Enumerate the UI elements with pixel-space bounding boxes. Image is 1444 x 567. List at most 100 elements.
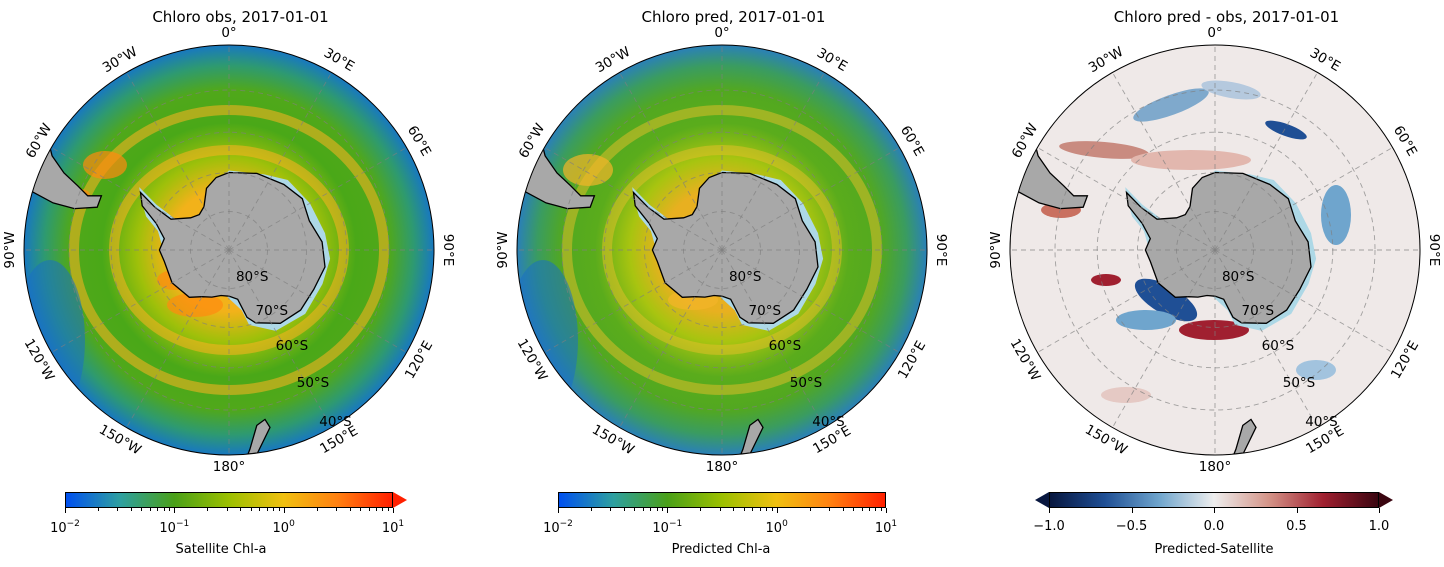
colorbar-minor-tick [250,508,252,511]
anomaly-patch [1131,150,1251,170]
colorbar-tickmark [667,508,669,513]
longitude-gridline [721,249,825,428]
longitude-gridline [228,249,332,428]
anomaly-patch [1101,387,1151,403]
polar-map [516,44,928,456]
colorbar-tick-label: 1.0 [1368,519,1390,534]
longitude-label: 0° [1207,25,1223,41]
colorbar-minor-tick [226,508,228,511]
colorbar-minor-tick [207,508,209,511]
colorbar-gradient [1049,492,1379,508]
polar-map [23,44,435,456]
colorbar-minor-tick [335,508,337,511]
latitude-label: 70°S [1241,303,1275,320]
colorbar-tickmark [1296,508,1298,513]
panel-chl-diff: Chloro pred - obs, 2017-01-01 0° 30°E 60°E… [986,0,1444,567]
colorbar-minor-tick [388,508,389,511]
colorbar-minor-tick [150,508,152,511]
colorbar-minor-tick [163,508,165,511]
longitude-gridline [228,249,407,353]
colorbar-tick-label: 101 [381,519,405,536]
longitude-gridline [1037,249,1216,353]
colorbar-extend-max [393,492,407,508]
bloom-patch [83,151,127,179]
colorbar-tickmark [283,508,285,513]
colorbar-minor-tick [266,508,268,511]
colorbar-gradient [558,492,886,508]
colorbar-minor-tick [733,508,735,511]
colorbar-tickmark [393,508,394,513]
colorbar [558,492,886,508]
longitude-gridline [721,147,900,251]
colorbar-tickmark [1379,508,1380,513]
latitude-gridline [68,89,390,411]
colorbar-minor-tick [656,508,658,511]
colorbar-minor-tick [650,508,652,511]
colorbar-tick-label: 0.0 [1203,519,1225,534]
colorbar-minor-tick [809,508,811,511]
anomaly-patch [1201,80,1261,100]
longitude-gridline [126,249,230,428]
latitude-gridline [151,172,307,328]
colorbar-tickmark [65,508,66,513]
colorbar-minor-tick [875,508,877,511]
latitude-label: 70°S [255,303,289,320]
longitude-gridline [51,147,230,251]
longitude-gridline [126,72,230,251]
latitude-label: 60°S [1261,338,1295,354]
latitude-label: 50°S [789,374,823,391]
longitude-gridline [51,249,230,353]
longitude-gridline [228,72,332,251]
panel-chl-pred: Chloro pred, 2017-01-01 0° 30°E 60°E 90°E 12… [493,0,974,567]
longitude-label: 180° [705,459,739,475]
latitude-gridline [1054,89,1376,411]
anomaly-patch [1134,278,1198,322]
colorbar-tick-label: 10−2 [543,519,573,536]
panel-title: Chloro pred - obs, 2017-01-01 [1113,8,1340,26]
longitude-label: 0° [221,25,237,41]
anomaly-patch [1179,320,1249,340]
colorbar-label: Predicted-Satellite [1154,542,1274,557]
latitude-label: 60°S [768,338,802,354]
longitude-gridline [1214,72,1318,251]
longitude-gridline [228,147,407,251]
latitude-label: 80°S [728,269,762,286]
colorbar-minor-tick [273,508,275,511]
colorbar-minor-tick [376,508,378,511]
longitude-label: 90°E [440,233,456,267]
colorbar-extend-min [1035,492,1049,508]
panel-chl-obs: Chloro obs, 2017-01-01 0° 30°E 60°E 90°E 120… [0,0,481,567]
colorbar-minor-tick [316,508,318,511]
colorbar-minor-tick [590,508,592,511]
longitude-gridline [1214,249,1393,353]
colorbar-tickmark [886,508,887,513]
colorbar [1035,492,1393,508]
latitude-gridline [1137,172,1293,328]
latitude-label: 80°S [1221,269,1255,286]
new-zealand-land [729,418,764,455]
colorbar-minor-tick [360,508,362,511]
colorbar-minor-tick [743,508,745,511]
colorbar-minor-tick [634,508,636,511]
colorbar-minor-tick [842,508,844,511]
colorbar [65,492,407,508]
longitude-label: 90°W [2,231,18,269]
longitude-label: 180° [1198,459,1232,475]
colorbar-gradient [65,492,393,508]
colorbar-minor-tick [141,508,143,511]
colorbar-tick-label: 100 [272,519,295,536]
longitude-gridline [721,249,900,353]
latitude-label: 40°S [812,413,845,430]
longitude-gridline [1037,147,1216,251]
colorbar-minor-tick [157,508,159,511]
longitude-gridline [619,72,723,251]
latitude-gridline [561,89,883,411]
longitude-gridline [1214,147,1393,251]
map-boundary [1009,44,1421,456]
latitude-label: 40°S [1305,413,1338,430]
colorbar-minor-tick [349,508,351,511]
colorbar-minor-tick [97,508,99,511]
longitude-label: 180° [212,459,246,475]
panel-title: Chloro obs, 2017-01-01 [152,8,329,26]
africa-land [1277,0,1385,38]
